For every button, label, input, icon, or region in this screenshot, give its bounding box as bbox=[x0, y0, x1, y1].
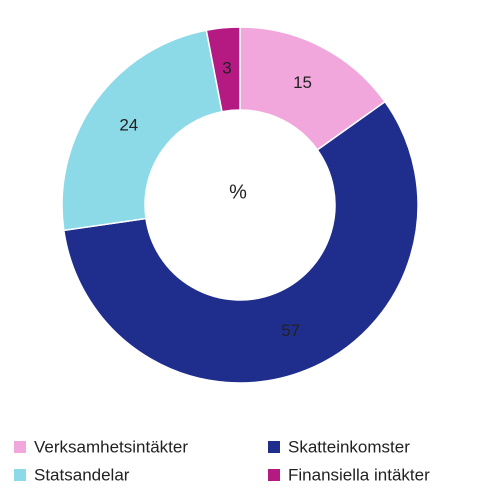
legend-swatch bbox=[268, 441, 280, 453]
legend-label: Finansiella intäkter bbox=[288, 465, 430, 484]
legend-swatch bbox=[14, 441, 26, 453]
data-label: 15 bbox=[293, 73, 312, 92]
legend-label: Statsandelar bbox=[34, 465, 130, 484]
data-label: 57 bbox=[281, 321, 300, 340]
donut-slice bbox=[62, 100, 419, 384]
legend-swatch bbox=[14, 469, 26, 481]
legend-label: Skatteinkomster bbox=[288, 437, 410, 456]
donut-slice bbox=[205, 26, 241, 113]
center-label: % bbox=[229, 181, 247, 203]
data-label: 3 bbox=[222, 59, 231, 78]
data-label: 24 bbox=[119, 115, 138, 134]
legend-label: Verksamhetsintäkter bbox=[34, 437, 188, 456]
donut-slice bbox=[61, 29, 223, 232]
legend-swatch bbox=[268, 469, 280, 481]
